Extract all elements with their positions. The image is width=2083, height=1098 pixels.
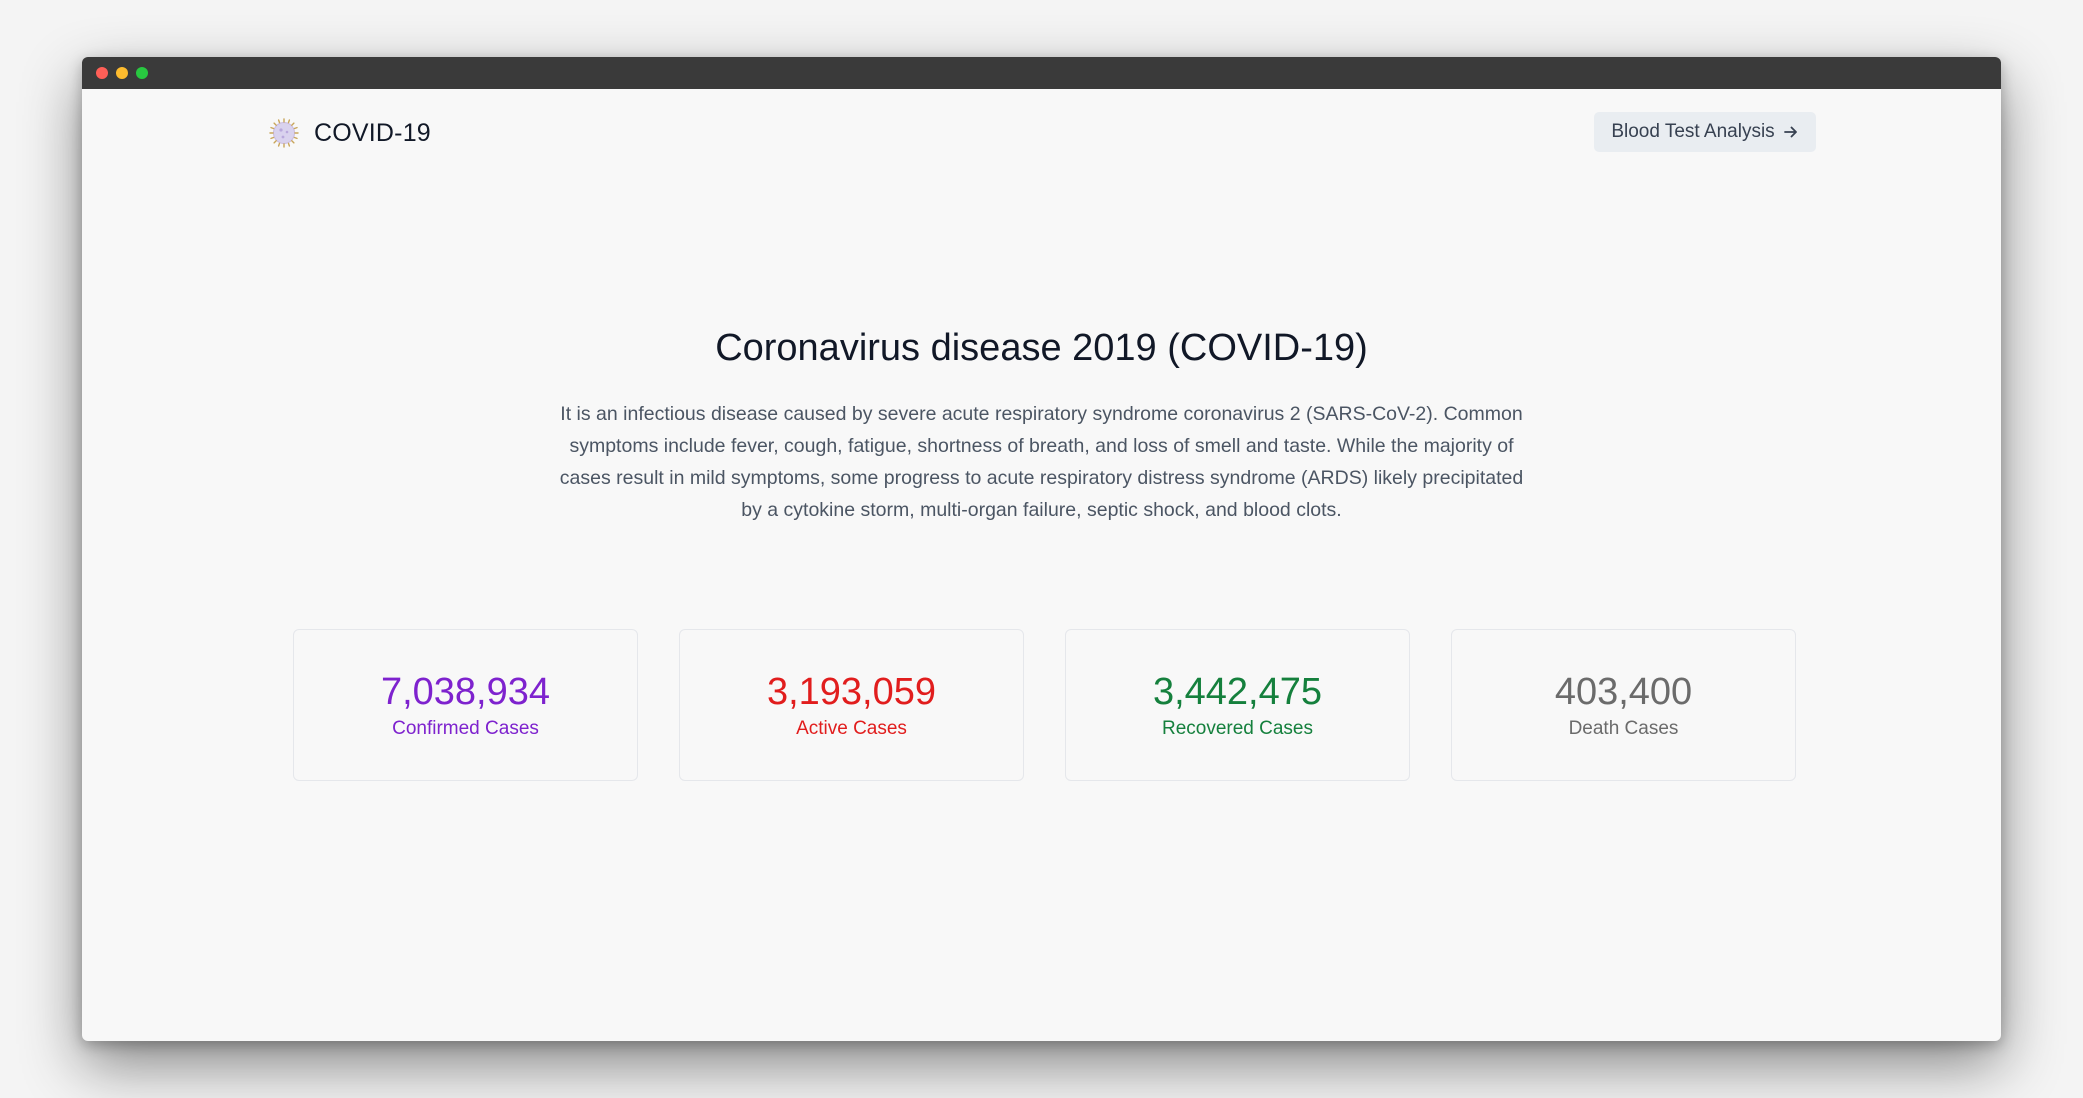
blood-test-analysis-button[interactable]: Blood Test Analysis [1594,112,1816,152]
brand-link[interactable]: COVID-19 [268,117,431,149]
page-title: Coronavirus disease 2019 (COVID-19) [715,327,1368,369]
active-cases-card: 3,193,059 Active Cases [679,629,1024,781]
death-cases-value: 403,400 [1554,671,1693,713]
hero-section: Coronavirus disease 2019 (COVID-19) It i… [82,327,2001,526]
maximize-window-button[interactable] [136,67,148,79]
active-cases-label: Active Cases [796,718,907,739]
virus-icon [268,117,300,149]
confirmed-cases-card: 7,038,934 Confirmed Cases [293,629,638,781]
navbar: COVID-19 Blood Test Analysis [82,89,2001,179]
close-window-button[interactable] [96,67,108,79]
arrow-right-icon [1783,124,1799,140]
page-description: It is an infectious disease caused by se… [559,403,1524,521]
recovered-cases-label: Recovered Cases [1161,718,1314,739]
confirmed-cases-label: Confirmed Cases [392,718,539,739]
death-cases-label: Death Cases [1568,718,1679,739]
brand-name: COVID-19 [314,118,431,147]
window-titlebar [82,57,2001,89]
confirmed-cases-value: 7,038,934 [380,671,551,713]
recovered-cases-value: 3,442,475 [1152,671,1323,713]
minimize-window-button[interactable] [116,67,128,79]
recovered-cases-card: 3,442,475 Recovered Cases [1065,629,1410,781]
blood-test-analysis-label: Blood Test Analysis [1611,121,1775,142]
browser-window: COVID-19 Blood Test Analysis Coronavirus… [82,57,2001,1041]
stats-grid: 7,038,934 Confirmed Cases 3,193,059 Acti… [293,629,1796,781]
active-cases-value: 3,193,059 [766,671,937,713]
death-cases-card: 403,400 Death Cases [1451,629,1796,781]
